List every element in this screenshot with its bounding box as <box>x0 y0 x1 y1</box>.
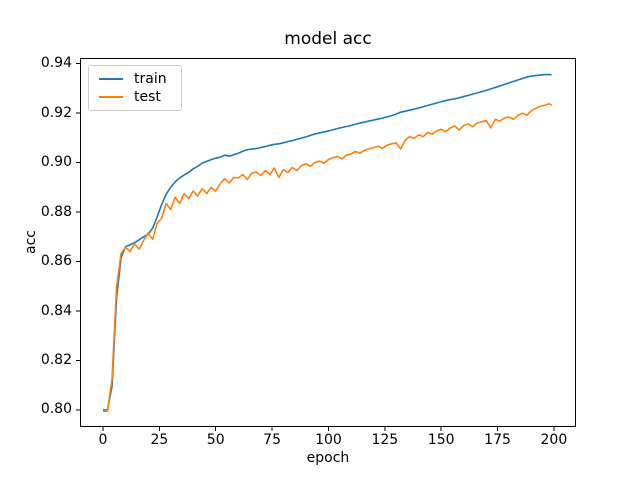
train-line <box>103 73 552 411</box>
y-tick-label: 0.90 <box>40 154 72 171</box>
legend-item-train: train <box>99 70 167 88</box>
x-tick-label: 175 <box>484 432 511 448</box>
train-line-swatch <box>99 78 123 80</box>
y-tick-label: 0.94 <box>40 55 72 72</box>
x-tick-label: 0 <box>98 432 108 448</box>
x-axis-label: epoch <box>306 450 350 466</box>
y-axis-label: acc <box>23 230 39 254</box>
x-tick-label: 200 <box>540 432 568 448</box>
y-tick-label: 0.86 <box>40 253 72 270</box>
y-tick-label: 0.82 <box>40 351 72 368</box>
y-tick-label: 0.84 <box>40 302 72 319</box>
x-tick-label: 125 <box>371 432 399 448</box>
axes-frame <box>80 58 576 427</box>
test-line <box>103 102 553 412</box>
y-tick-label: 0.80 <box>40 401 72 418</box>
chart-title: model acc <box>284 29 372 49</box>
x-tick-label: 100 <box>315 432 342 448</box>
x-tick-label: 75 <box>263 432 281 448</box>
x-tick-label: 25 <box>150 432 169 448</box>
legend: train test <box>88 65 182 111</box>
y-tick-label: 0.92 <box>40 104 72 121</box>
legend-label-test: test <box>134 88 161 105</box>
legend-item-test: test <box>99 88 167 106</box>
test-line-swatch <box>99 96 123 98</box>
y-tick-label: 0.88 <box>40 203 72 220</box>
x-tick-label: 150 <box>427 432 455 448</box>
legend-label-train: train <box>134 70 167 87</box>
x-tick-label: 50 <box>206 432 225 448</box>
